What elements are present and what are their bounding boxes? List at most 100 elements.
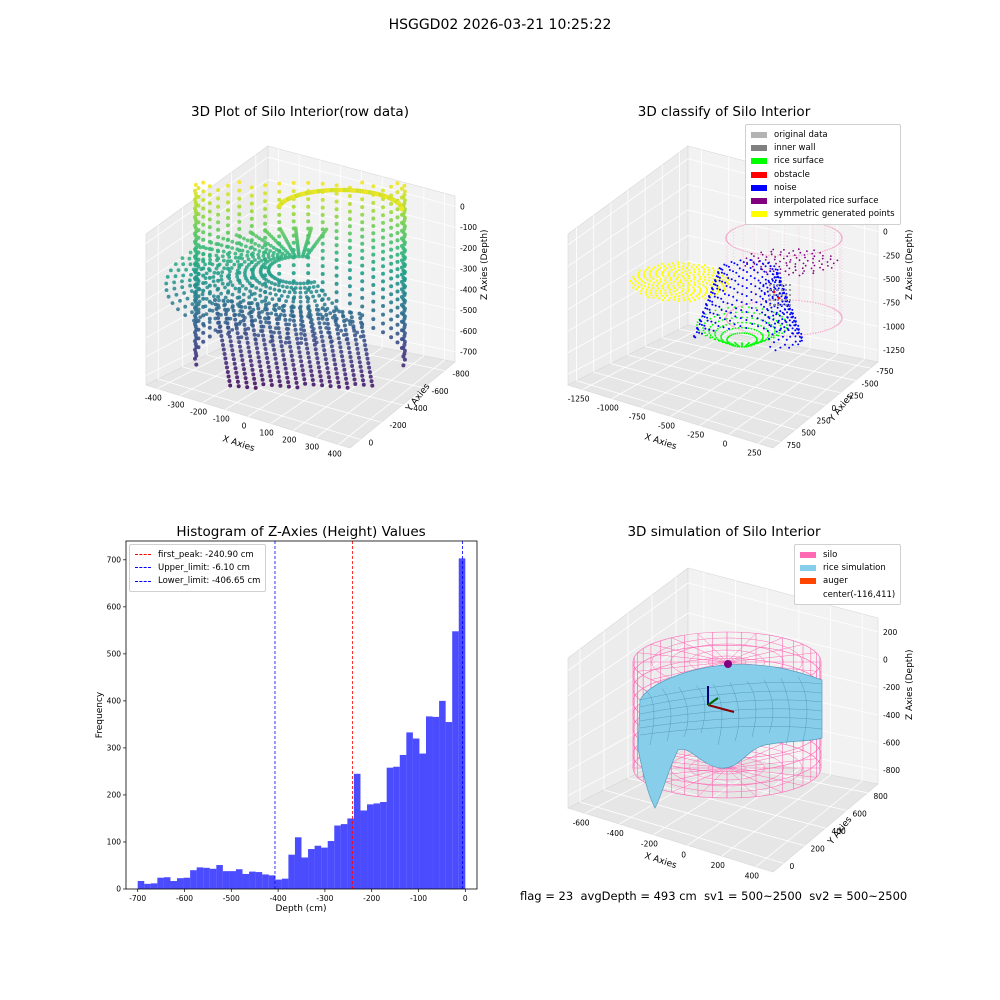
histogram-bar [314, 845, 322, 889]
raw-y-tick-label: -800 [453, 370, 470, 379]
classify-z-tick-label: -250 [883, 251, 900, 260]
histogram-bar [425, 716, 433, 889]
histogram-bar [399, 754, 407, 889]
histogram-bar [137, 881, 145, 889]
classify-x-tick-label: 250 [747, 449, 762, 458]
raw-x-tick-label: 400 [328, 450, 343, 459]
raw-z-tick-label: -200 [460, 244, 477, 253]
histogram-bar [177, 878, 184, 889]
legend-entry: symmetric generated points [751, 208, 895, 221]
raw-z-tick-label: -500 [460, 306, 477, 315]
histogram-bar [360, 810, 368, 889]
histogram-bar [445, 722, 453, 889]
legend-label: auger [823, 576, 848, 587]
raw-y-tick-label: -600 [432, 387, 449, 396]
histogram-bar [353, 773, 361, 889]
histogram-bar [373, 803, 381, 889]
raw-y-tick-label: -400 [411, 404, 428, 413]
simulation-y-tick-label: 200 [811, 845, 826, 854]
histogram-bar [321, 847, 328, 889]
legend-entry: original data [751, 128, 895, 141]
raw-z-tick-label: -300 [460, 265, 477, 274]
legend-entry: interpolated rice surface [751, 194, 895, 207]
histogram-y-tick-label: 200 [107, 790, 122, 799]
histogram-bar [432, 716, 440, 889]
raw-z-tick-label: -700 [460, 348, 477, 357]
histogram-bar [163, 877, 171, 889]
histogram-x-tick-label: -400 [270, 894, 287, 903]
raw-y-tick-label: -200 [390, 421, 407, 430]
legend-entry: Upper_limit: -6.10 cm [135, 561, 260, 574]
histogram-y-tick-label: 600 [107, 602, 122, 611]
raw-3d-plot[interactable]: -400 -300 -200 -100 0 100 200 300 400 0 -200 -400 -6… [145, 145, 490, 459]
classify-z-tick-label: -1250 [883, 346, 905, 355]
histogram-bar [150, 883, 158, 889]
legend-label: first_peak: -240.90 cm [158, 549, 254, 560]
histogram-bar [386, 767, 394, 889]
raw-z-tick-label: -600 [460, 327, 477, 336]
histogram-frame [125, 540, 478, 890]
legend-entry: silo [800, 548, 895, 561]
legend-swatch [751, 144, 767, 151]
classify-z-tick-label: 0 [883, 228, 888, 237]
legend-swatch [751, 198, 767, 205]
simulation-plot-title: 3D simulation of Silo Interior [627, 524, 821, 540]
histogram-bar [340, 824, 348, 889]
legend-swatch [751, 171, 767, 178]
legend-entry: Lower_limit: -406.65 cm [135, 575, 260, 588]
histogram-y-tick-label: 300 [107, 743, 122, 752]
histogram-chart[interactable]: -700 -600 -500 -400 -300 -200 -100 0 0 100 200 300 4… [95, 540, 478, 914]
histogram-bar [235, 869, 243, 889]
raw-z-tick-label: -100 [460, 223, 477, 232]
histogram-bar [262, 874, 269, 889]
classify-z-tick-label: -500 [883, 275, 900, 284]
histogram-bar [281, 878, 289, 889]
histogram-bar [334, 825, 341, 889]
classify-plot-title: 3D classify of Silo Interior [637, 104, 811, 120]
classify-z-tick-label: -750 [883, 299, 900, 308]
histogram-y-tick-label: 400 [107, 696, 122, 705]
histogram-x-tick-label: -600 [176, 894, 193, 903]
histogram-bar [439, 700, 446, 889]
histogram-bar [170, 881, 178, 889]
simulation-z-tick-label: -200 [883, 683, 900, 692]
histogram-bar [412, 738, 420, 889]
simulation-x-tick-label: -600 [573, 818, 590, 827]
legend-label: original data [774, 129, 828, 140]
simulation-y-tick-label: 0 [790, 862, 795, 871]
raw-x-tick-label: -400 [145, 394, 162, 403]
histogram-x-tick-label: -300 [316, 894, 333, 903]
histogram-bar [255, 872, 263, 889]
classify-3d-plot[interactable]: -1250-1000-750-500-25002507505002500-250… [567, 145, 915, 458]
legend-swatch [800, 592, 816, 598]
simulation-legend: silo rice simulation auger center(-116,411) [794, 544, 902, 606]
raw-z-axis-label: Z Axies (Depth) [480, 229, 490, 300]
classify-y-tick-label: 250 [817, 416, 832, 425]
classify-y-tick-label: 0 [832, 404, 837, 413]
simulation-z-tick-label: 0 [883, 656, 888, 665]
legend-entry: auger [800, 575, 895, 588]
simulation-y-tick-label: 600 [853, 809, 868, 818]
histogram-x-tick-label: 0 [463, 894, 468, 903]
simulation-x-tick-label: -400 [607, 829, 624, 838]
raw-x-tick-label: 200 [282, 436, 297, 445]
legend-swatch [751, 184, 767, 191]
simulation-x-tick-label: 400 [745, 872, 760, 881]
histogram-y-tick-label: 0 [116, 885, 121, 894]
raw-x-tick-label: 0 [242, 422, 247, 431]
simulation-3d-plot[interactable]: -600 -400 -200 0 200 400 0 200 400 600 800 200 0 -200… [567, 567, 915, 881]
histogram-bar [327, 841, 335, 889]
classify-y-tick-label: -500 [862, 379, 879, 388]
legend-label: Upper_limit: -6.10 cm [158, 562, 250, 573]
legend-swatch [135, 567, 151, 569]
classify-x-tick-label: -1000 [597, 404, 619, 413]
histogram-y-tick-label: 700 [107, 555, 122, 564]
histogram-y-tick-label: 500 [107, 649, 122, 658]
legend-entry: center(-116,411) [800, 588, 895, 601]
legend-label: center(-116,411) [823, 589, 896, 600]
avg-depth-value: avgDepth = 493 cm [580, 889, 697, 903]
histogram-bar [249, 871, 256, 889]
histogram-x-axis-label: Depth (cm) [275, 904, 326, 914]
histogram-bar [288, 854, 295, 889]
